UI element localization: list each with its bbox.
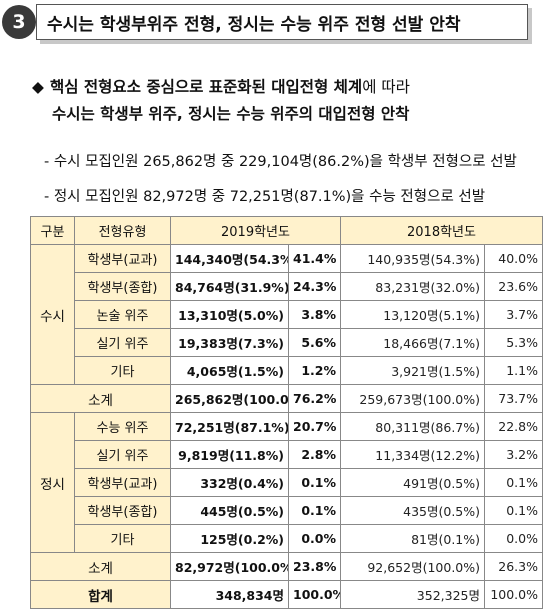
section-number-badge: 3: [2, 5, 36, 39]
table-row: 논술 위주 13,310명(5.0%) 3.8% 13,120명(5.1%) 3…: [31, 300, 543, 329]
table-row: 수시 학생부(교과) 144,340명(54.3%) 41.4% 140,935…: [30, 244, 543, 385]
bullet-line1-normal: 에 따라: [362, 78, 410, 96]
value-2019: 19,383명(7.3%): [170, 328, 289, 357]
value-2018: 11,334명(12.2%): [340, 440, 485, 469]
table-row: 학생부(종합) 84,764명(31.9%) 24.3% 83,231명(32.…: [31, 272, 543, 301]
value-2019: 144,340명(54.3%): [170, 244, 289, 273]
row-type: 학생부(종합): [74, 496, 171, 525]
admission-table: 구분 전형유형 2019학년도 2018학년도 수시 학생부(교과) 144,3…: [30, 216, 543, 609]
value-2018: 81명(0.1%): [340, 524, 485, 553]
share-2019: 5.6%: [288, 328, 341, 357]
row-type: 학생부(종합): [74, 272, 171, 301]
share-2019: 3.8%: [288, 300, 341, 329]
subtotal-share-2018: 73.7%: [484, 384, 543, 413]
subtotal-value-2019: 82,972명(100.0%): [170, 552, 289, 581]
sub-point-jeongsi: - 정시 모집인원 82,972명 중 72,251명(87.1%)을 수능 전…: [44, 189, 486, 205]
value-2018: 83,231명(32.0%): [340, 272, 485, 301]
table-header-row: 구분 전형유형 2019학년도 2018학년도: [30, 216, 543, 245]
value-2018: 435명(0.5%): [340, 496, 485, 525]
value-2018: 80,311명(86.7%): [340, 412, 485, 441]
value-2018: 140,935명(54.3%): [340, 244, 485, 273]
header-2018: 2018학년도: [340, 216, 543, 245]
total-value-2019: 348,834명: [170, 580, 289, 609]
share-2018: 1.1%: [484, 356, 543, 385]
share-2019: 24.3%: [288, 272, 341, 301]
table-row: 기타 125명(0.2%) 0.0% 81명(0.1%) 0.0%: [31, 524, 543, 553]
header-type: 전형유형: [74, 216, 171, 245]
value-2018: 13,120명(5.1%): [340, 300, 485, 329]
value-2019: 125명(0.2%): [170, 524, 289, 553]
share-2019: 0.1%: [288, 468, 341, 497]
share-2018: 22.8%: [484, 412, 543, 441]
subtotal-value-2018: 259,673명(100.0%): [340, 384, 485, 413]
table-row: 실기 위주 19,383명(7.3%) 5.6% 18,466명(7.1%) 5…: [31, 328, 543, 357]
share-2018: 0.1%: [484, 468, 543, 497]
total-row: 합계 348,834명 100.0% 352,325명 100.0%: [30, 580, 543, 609]
table-row: 정시 수능 위주 72,251명(87.1%) 20.7% 80,311명(86…: [30, 412, 543, 553]
section-header: 3 수시는 학생부위주 전형, 정시는 수능 위주 전형 선발 안착: [0, 0, 550, 50]
value-2019: 13,310명(5.0%): [170, 300, 289, 329]
share-2019: 0.0%: [288, 524, 341, 553]
value-2018: 3,921명(1.5%): [340, 356, 485, 385]
share-2018: 0.0%: [484, 524, 543, 553]
bullet-line2: 수시는 학생부 위주, 정시는 수능 위주의 대입전형 안착: [52, 105, 410, 123]
value-2018: 491명(0.5%): [340, 468, 485, 497]
total-share-2018: 100.0%: [484, 580, 543, 609]
value-2018: 18,466명(7.1%): [340, 328, 485, 357]
subtotal-row-susi: 소계 265,862명(100.0%) 76.2% 259,673명(100.0…: [30, 384, 543, 413]
share-2018: 0.1%: [484, 496, 543, 525]
header-category: 구분: [30, 216, 75, 245]
category-jeongsi: 정시: [30, 412, 75, 553]
share-2018: 3.7%: [484, 300, 543, 329]
share-2018: 40.0%: [484, 244, 543, 273]
row-type: 기타: [74, 356, 171, 385]
row-type: 학생부(교과): [74, 468, 171, 497]
share-2018: 23.6%: [484, 272, 543, 301]
total-share-2019: 100.0%: [288, 580, 341, 609]
share-2019: 1.2%: [288, 356, 341, 385]
bullet-line1-bold: 핵심 전형요소 중심으로 표준화된 대입전형 체계: [50, 78, 363, 96]
row-type: 수능 위주: [74, 412, 171, 441]
table-row: 기타 4,065명(1.5%) 1.2% 3,921명(1.5%) 1.1%: [31, 356, 543, 385]
row-type: 기타: [74, 524, 171, 553]
total-label: 합계: [30, 580, 171, 609]
row-type: 실기 위주: [74, 440, 171, 469]
category-susi: 수시: [30, 244, 75, 385]
share-2018: 5.3%: [484, 328, 543, 357]
share-2018: 3.2%: [484, 440, 543, 469]
subtotal-value-2018: 92,652명(100.0%): [340, 552, 485, 581]
share-2019: 20.7%: [288, 412, 341, 441]
subtotal-share-2019: 76.2%: [288, 384, 341, 413]
subtotal-label: 소계: [30, 552, 171, 581]
value-2019: 9,819명(11.8%): [170, 440, 289, 469]
subtotal-value-2019: 265,862명(100.0%): [170, 384, 289, 413]
value-2019: 332명(0.4%): [170, 468, 289, 497]
value-2019: 72,251명(87.1%): [170, 412, 289, 441]
sub-point-susi: - 수시 모집인원 265,862명 중 229,104명(86.2%)을 학생…: [44, 154, 517, 170]
subtotal-share-2018: 26.3%: [484, 552, 543, 581]
table-row: 실기 위주 9,819명(11.8%) 2.8% 11,334명(12.2%) …: [31, 440, 543, 469]
value-2019: 445명(0.5%): [170, 496, 289, 525]
value-2019: 84,764명(31.9%): [170, 272, 289, 301]
main-bullet: ◆ 핵심 전형요소 중심으로 표준화된 대입전형 체계에 따라 수시는 학생부 위…: [32, 74, 542, 128]
table-row: 학생부(종합) 445명(0.5%) 0.1% 435명(0.5%) 0.1%: [31, 496, 543, 525]
subtotal-label: 소계: [30, 384, 171, 413]
diamond-bullet-icon: ◆: [32, 78, 44, 96]
header-2019: 2019학년도: [170, 216, 341, 245]
share-2019: 41.4%: [288, 244, 341, 273]
total-value-2018: 352,325명: [340, 580, 485, 609]
subtotal-row-jeongsi: 소계 82,972명(100.0%) 23.8% 92,652명(100.0%)…: [30, 552, 543, 581]
section-title: 수시는 학생부위주 전형, 정시는 수능 위주 전형 선발 안착: [36, 4, 528, 40]
row-type: 실기 위주: [74, 328, 171, 357]
value-2019: 4,065명(1.5%): [170, 356, 289, 385]
share-2019: 0.1%: [288, 496, 341, 525]
table-row: 학생부(교과) 332명(0.4%) 0.1% 491명(0.5%) 0.1%: [31, 468, 543, 497]
share-2019: 2.8%: [288, 440, 341, 469]
row-type: 논술 위주: [74, 300, 171, 329]
subtotal-share-2019: 23.8%: [288, 552, 341, 581]
row-type: 학생부(교과): [74, 244, 171, 273]
